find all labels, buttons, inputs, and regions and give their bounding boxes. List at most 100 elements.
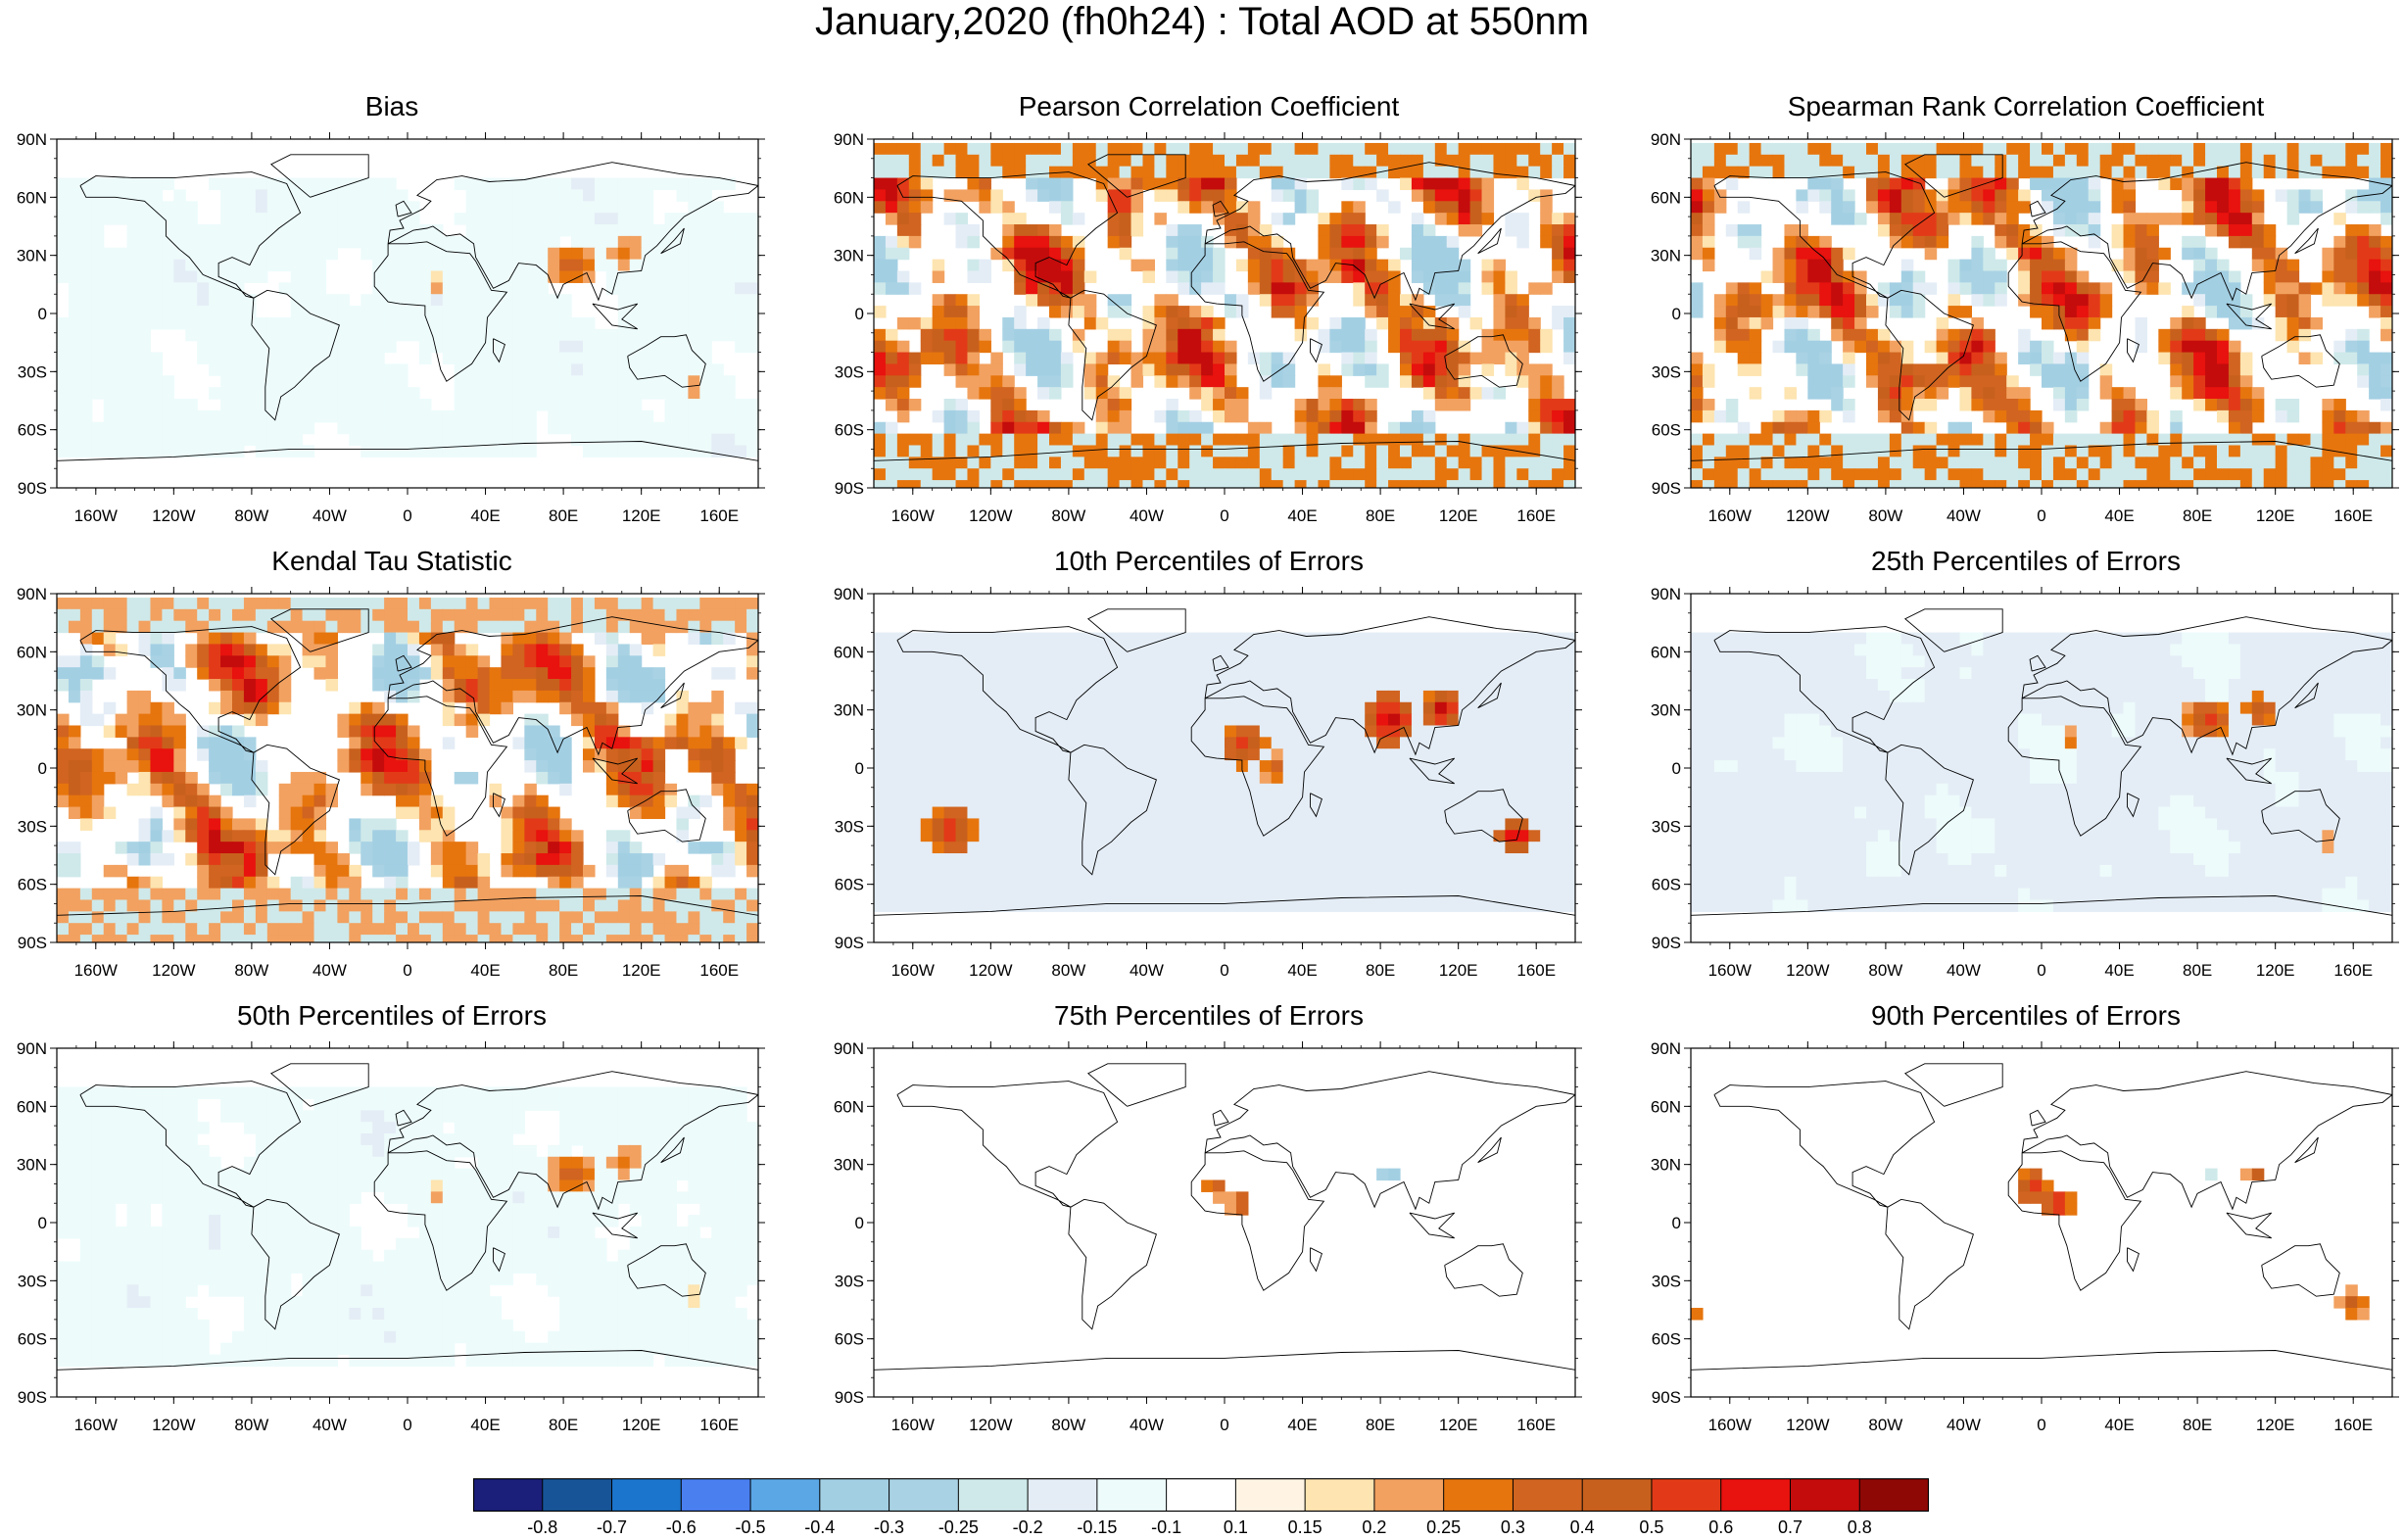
- aod-cell: [2018, 387, 2031, 399]
- aod-cell: [2380, 306, 2393, 317]
- aod-cell: [1959, 155, 1972, 167]
- aod-cell: [1750, 353, 1762, 364]
- aod-cell: [1703, 480, 1715, 492]
- aod-cell: [595, 702, 607, 714]
- aod-cell: [2170, 329, 2183, 341]
- aod-cell: [1423, 375, 1436, 387]
- aod-cell: [2124, 248, 2137, 260]
- aod-cell: [325, 853, 338, 865]
- aod-cell: [536, 644, 549, 655]
- aod-cell: [1505, 480, 1517, 492]
- aod-cell: [349, 422, 361, 434]
- aod-cell: [408, 598, 420, 609]
- aod-cell: [1026, 457, 1038, 468]
- aod-cell: [1423, 224, 1436, 236]
- aod-cell: [512, 306, 525, 317]
- aod-cell: [2170, 213, 2183, 224]
- aod-cell: [559, 201, 572, 213]
- aod-cell: [80, 434, 93, 446]
- aod-cell: [1447, 480, 1460, 492]
- aod-cell: [2006, 457, 2019, 468]
- aod-cell: [642, 633, 654, 645]
- aod-cell: [1819, 434, 1832, 446]
- aod-cell: [688, 760, 700, 772]
- aod-cell: [886, 363, 898, 375]
- aod-cell: [1971, 294, 1984, 306]
- aod-cell: [69, 189, 81, 201]
- aod-cell: [1854, 167, 1867, 178]
- aod-cell: [92, 772, 105, 784]
- aod-cell: [2240, 387, 2253, 399]
- aod-cell: [886, 201, 898, 213]
- aod-cell: [642, 807, 654, 819]
- aod-cell: [2135, 445, 2147, 457]
- aod-cell: [536, 178, 549, 190]
- aod-cell: [676, 270, 689, 282]
- aod-cell: [1131, 155, 1144, 167]
- aod-cell: [384, 760, 397, 772]
- aod-cell: [606, 410, 619, 422]
- aod-cell: [384, 644, 397, 655]
- aod-cell: [150, 609, 163, 621]
- aod-cell: [559, 260, 572, 271]
- aod-cell: [688, 363, 700, 375]
- aod-cell: [1329, 270, 1342, 282]
- aod-cell: [642, 236, 654, 248]
- aod-cell: [2322, 480, 2334, 492]
- aod-cell: [2193, 445, 2206, 457]
- aod-cell: [1412, 410, 1424, 422]
- aod-cell: [979, 270, 991, 282]
- aod-cell: [1831, 213, 1844, 224]
- aod-cell: [1248, 155, 1261, 167]
- aod-cell: [162, 422, 174, 434]
- aod-cell: [595, 375, 607, 387]
- aod-cell: [665, 434, 678, 446]
- aod-cell: [1796, 410, 1808, 422]
- aod-cell: [1049, 143, 1062, 155]
- aod-cell: [1831, 387, 1844, 399]
- aod-cell: [1376, 434, 1389, 446]
- aod-cell: [1096, 410, 1109, 422]
- aod-cell: [337, 294, 350, 306]
- aod-cell: [2276, 143, 2288, 155]
- aod-cell: [548, 270, 560, 282]
- aod-cell: [372, 842, 385, 853]
- aod-cell: [1726, 480, 1739, 492]
- aod-cell: [1995, 375, 2007, 387]
- aod-cell: [642, 737, 654, 748]
- aod-cell: [267, 353, 280, 364]
- aod-cell: [256, 399, 268, 410]
- aod-cell: [209, 363, 221, 375]
- aod-cell: [1412, 434, 1424, 446]
- aod-cell: [501, 842, 513, 853]
- aod-cell: [548, 224, 560, 236]
- aod-cell: [1843, 201, 1855, 213]
- aod-cell: [372, 679, 385, 691]
- aod-cell: [1272, 375, 1284, 387]
- aod-cell: [1353, 457, 1366, 468]
- aod-cell: [967, 341, 980, 353]
- aod-cell: [1459, 224, 1471, 236]
- aod-cell: [979, 341, 991, 353]
- aod-cell: [548, 667, 560, 679]
- aod-cell: [1819, 248, 1832, 260]
- aod-cell: [291, 178, 304, 190]
- aod-cell: [2287, 445, 2300, 457]
- aod-cell: [490, 375, 503, 387]
- aod-cell: [1493, 282, 1506, 294]
- aod-cell: [1691, 282, 1704, 294]
- aod-cell: [1260, 387, 1273, 399]
- aod-cell: [665, 784, 678, 795]
- aod-cell: [2182, 155, 2194, 167]
- aod-cell: [80, 748, 93, 760]
- aod-cell: [548, 655, 560, 667]
- aod-cell: [1049, 306, 1062, 317]
- aod-cell: [220, 748, 233, 760]
- aod-cell: [723, 609, 736, 621]
- aod-cell: [595, 434, 607, 446]
- aod-cell: [361, 818, 373, 830]
- aod-cell: [2053, 143, 2066, 155]
- aod-cell: [2380, 201, 2393, 213]
- aod-cell: [80, 260, 93, 271]
